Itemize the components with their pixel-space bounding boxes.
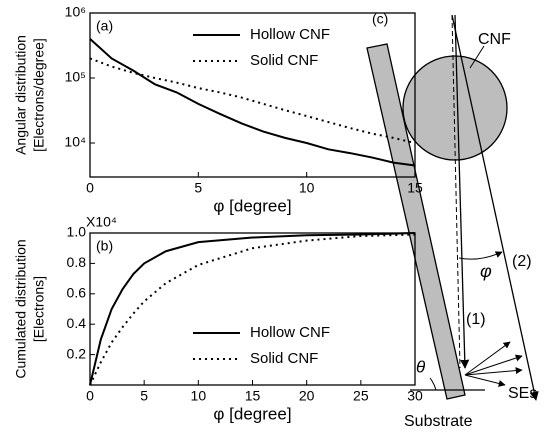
se-arrow: [464, 354, 523, 376]
panel-label: (c): [372, 11, 388, 27]
se-arrow: [464, 341, 511, 376]
theta-arc: [429, 377, 437, 391]
path2-arrow: [451, 14, 539, 401]
cnf-pointer: [469, 45, 485, 69]
x-tick-label: 15: [245, 388, 261, 404]
x-tick-label: 5: [140, 388, 148, 404]
panel-label: (a): [96, 18, 113, 34]
legend-label: Hollow CNF: [250, 26, 330, 43]
y-axis-label: Cumulated distribution: [13, 239, 29, 378]
se-arrow: [464, 367, 523, 376]
y-tick-label: 1.0: [67, 224, 87, 240]
x-tick-label: 5: [194, 180, 202, 196]
data-line: [89, 232, 416, 386]
phi-label: φ: [480, 261, 492, 281]
x-tick-label: 0: [86, 180, 94, 196]
y-tick-label: 0.6: [67, 285, 87, 301]
x-tick-label: 30: [407, 388, 423, 404]
legend-label: Solid CNF: [250, 350, 318, 367]
legend-label: Hollow CNF: [250, 324, 330, 341]
x-tick-label: 20: [299, 388, 315, 404]
ses-label: SEs: [508, 385, 537, 402]
y-tick-label: 0.2: [67, 345, 87, 361]
y-axis-label: [Electrons]: [31, 276, 47, 342]
y-tick-label: 10⁴: [64, 134, 86, 150]
path2-label: (2): [512, 253, 532, 270]
data-line: [89, 233, 416, 386]
x-tick-label: 10: [191, 388, 207, 404]
x-axis-label: φ [degree]: [213, 404, 291, 423]
substrate-label: Substrate: [404, 413, 473, 430]
path1-arrow: [454, 14, 470, 369]
x-tick-label: 15: [407, 180, 423, 196]
legend-label: Solid CNF: [250, 52, 318, 69]
x-tick-label: 10: [299, 180, 315, 196]
y-tick-label: 10⁵: [65, 69, 86, 85]
y-tick-label: 0.4: [67, 315, 87, 331]
y-axis-label: Angular distribution: [13, 35, 29, 155]
normal-line: [451, 14, 461, 369]
x-tick-label: 25: [353, 388, 369, 404]
se-arrow: [464, 374, 506, 387]
plot-frame: [89, 12, 416, 178]
theta-label: θ: [416, 357, 426, 376]
panel-label: (b): [96, 238, 113, 254]
x-tick-label: 0: [86, 388, 94, 404]
phi-arc: [458, 251, 503, 260]
x-axis-label: φ [degree]: [213, 196, 291, 215]
data-line: [89, 38, 416, 167]
y-multiplier: X10⁴: [86, 214, 117, 230]
path1-label: (1): [466, 311, 486, 328]
y-tick-label: 0.8: [67, 254, 87, 270]
data-line: [89, 57, 416, 144]
y-axis-label: [Electrons/degree]: [31, 38, 47, 152]
substrate-shape: [366, 43, 466, 400]
cnf-label: CNF: [478, 31, 511, 48]
y-tick-label: 10⁶: [65, 4, 86, 20]
diagram: (c) CNF (2) φ (1) θ SEs Substrate: [366, 11, 539, 430]
